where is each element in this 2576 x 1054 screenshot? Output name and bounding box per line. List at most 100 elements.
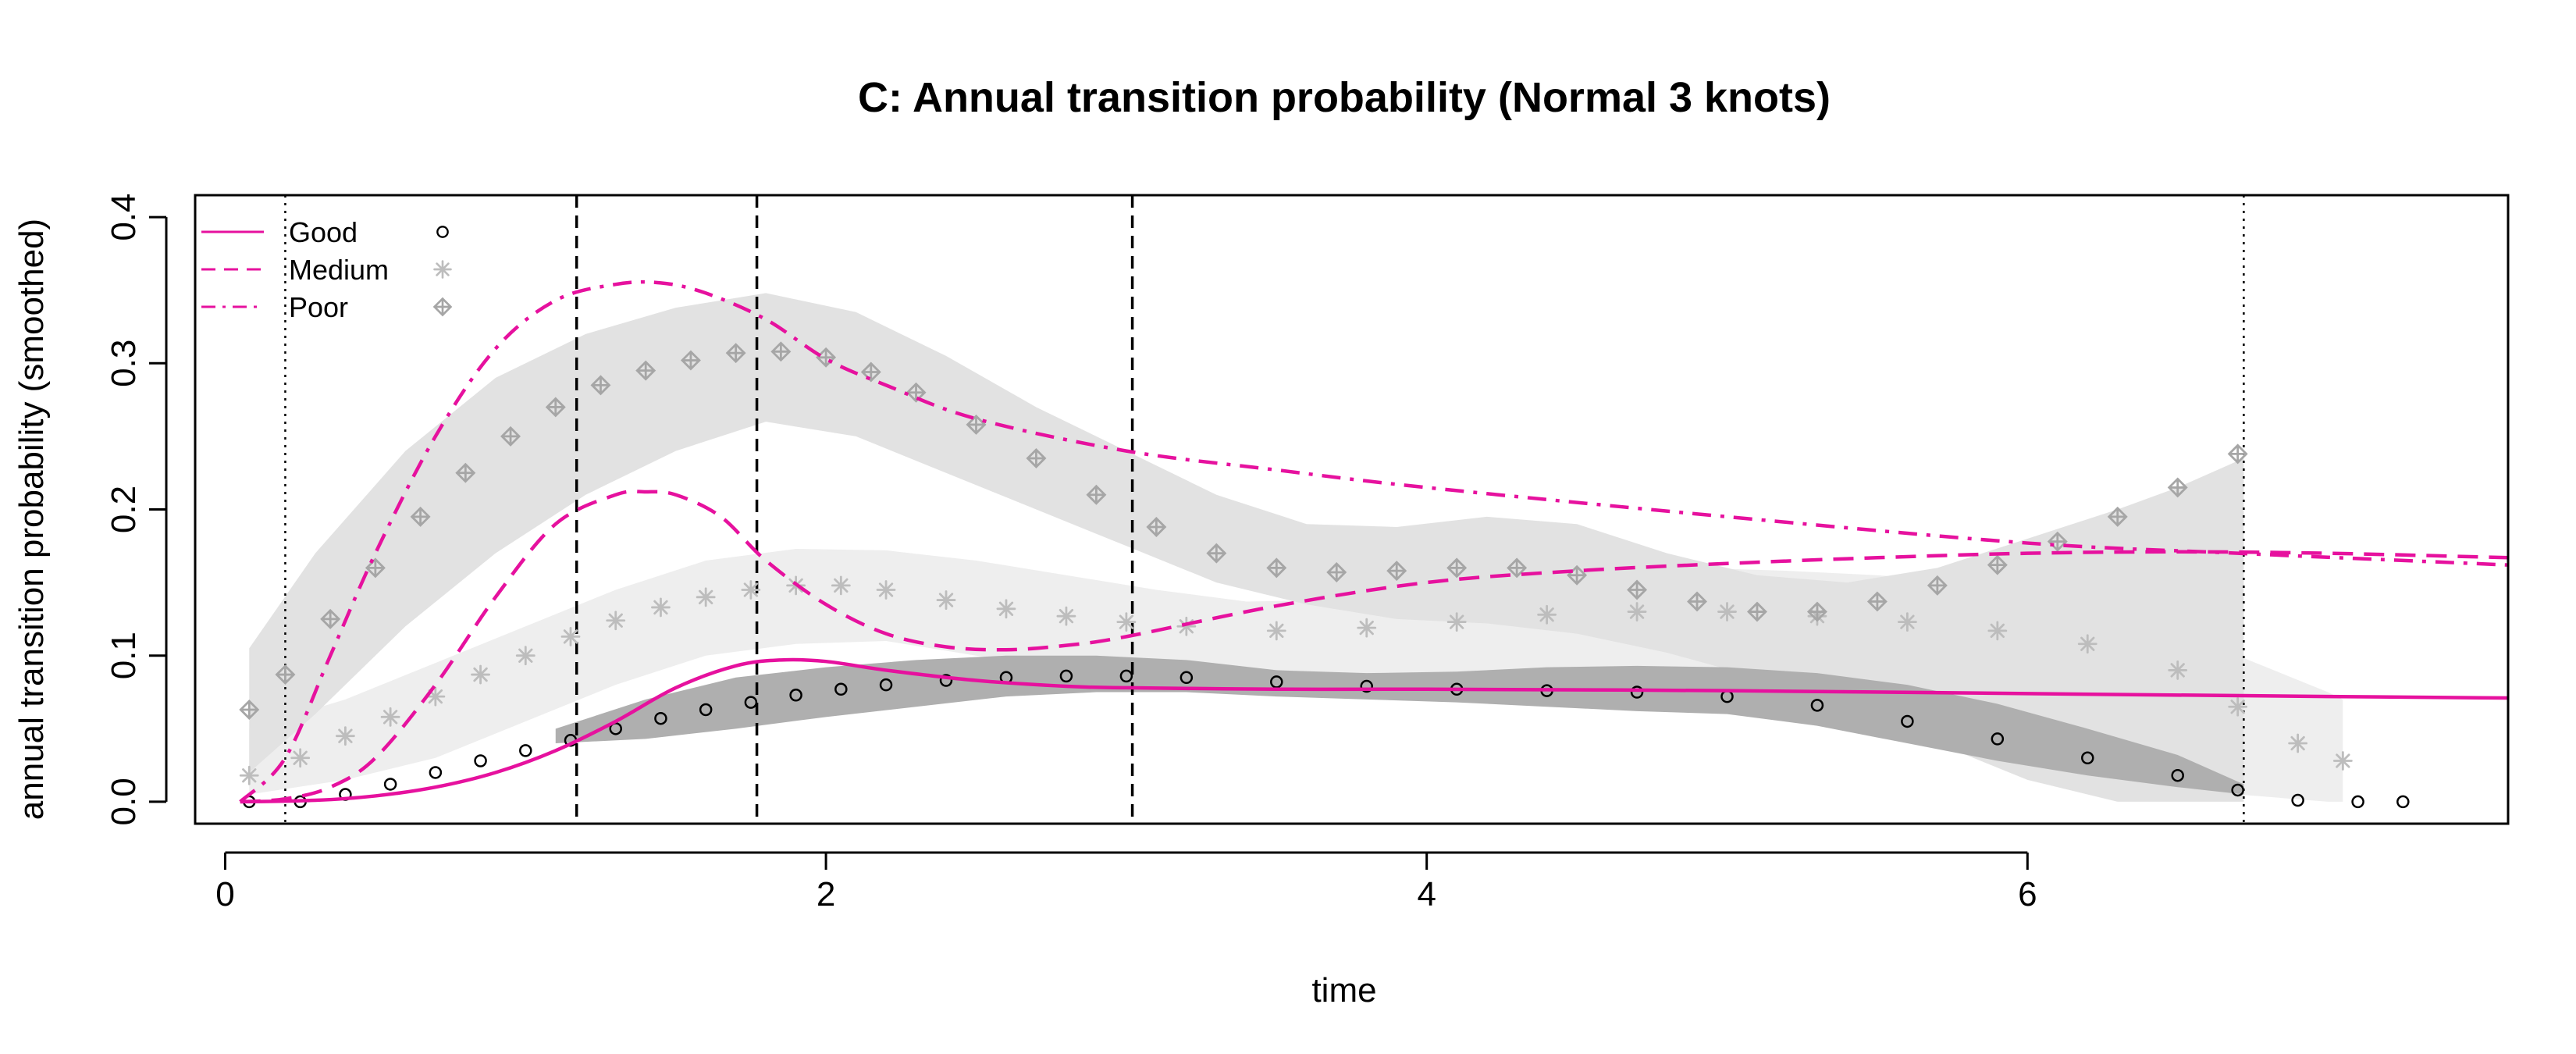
y-axis: 0.0 0.1 0.2 0.3 0.4 bbox=[105, 193, 168, 826]
observed-poor-point bbox=[1026, 447, 1047, 468]
observed-medium-point-stroke bbox=[338, 728, 353, 743]
observed-good-point bbox=[939, 674, 953, 687]
observed-poor-point bbox=[966, 414, 987, 435]
observed-poor-point bbox=[1806, 601, 1827, 622]
observed-medium-point bbox=[239, 765, 259, 785]
observed-poor-point bbox=[1266, 557, 1287, 579]
observed-medium-point-stroke bbox=[1720, 604, 1735, 619]
observed-medium-point bbox=[1537, 604, 1557, 625]
observed-medium-point-stroke bbox=[1450, 614, 1464, 629]
observed-good-point bbox=[2171, 768, 2184, 782]
observed-medium-point bbox=[831, 575, 851, 596]
observed-medium-point-stroke bbox=[2336, 753, 2350, 768]
band-poor bbox=[249, 293, 2244, 802]
observed-medium-point bbox=[1627, 602, 1647, 621]
observed-medium-point-stroke bbox=[878, 582, 894, 597]
legend-label-poor: Poor bbox=[289, 291, 348, 323]
observed-good-point bbox=[429, 766, 443, 779]
observed-poor-point bbox=[500, 426, 521, 447]
observed-medium-point-stroke bbox=[2290, 735, 2305, 751]
observed-good-point bbox=[2351, 795, 2364, 809]
observed-medium-point-stroke bbox=[2170, 663, 2185, 678]
y-tick-label: 0.4 bbox=[105, 193, 143, 240]
observed-poor-point bbox=[455, 462, 476, 483]
observed-medium-point bbox=[515, 646, 535, 666]
observed-good-point bbox=[2396, 795, 2410, 809]
observed-poor-point bbox=[860, 361, 881, 383]
observed-medium-point bbox=[606, 611, 626, 631]
observed-medium-point bbox=[1897, 612, 1917, 632]
observed-poor-point bbox=[635, 360, 656, 381]
observed-good-point bbox=[1119, 669, 1133, 683]
observed-poor-point bbox=[1146, 516, 1167, 537]
observed-medium-point bbox=[1116, 612, 1137, 632]
x-tick-label: 2 bbox=[817, 875, 835, 913]
observed-medium-point bbox=[876, 580, 896, 600]
observed-medium-point bbox=[741, 580, 761, 600]
observed-medium-point-stroke bbox=[563, 629, 578, 644]
observed-poor-point bbox=[1446, 557, 1468, 579]
observed-medium-point-stroke bbox=[1119, 614, 1134, 629]
observed-poor-point bbox=[1927, 575, 1948, 596]
observed-medium-point-stroke bbox=[1269, 623, 1284, 639]
observed-medium-point-stroke bbox=[1900, 614, 1915, 629]
x-axis-label: time bbox=[1311, 971, 1376, 1009]
observed-good-point bbox=[834, 682, 848, 696]
observed-poor-point bbox=[1086, 484, 1107, 505]
x-tick-label: 4 bbox=[1417, 875, 1436, 913]
observed-medium-point-stroke bbox=[2080, 636, 2095, 651]
y-tick-label: 0.3 bbox=[105, 340, 143, 387]
observed-poor-point bbox=[1206, 543, 1227, 564]
observed-medium-point-stroke bbox=[382, 710, 398, 725]
legend-marker-medium bbox=[433, 260, 452, 279]
y-tick-label: 0.0 bbox=[105, 778, 143, 825]
legend-marker-poor bbox=[432, 297, 453, 317]
observed-medium-point-stroke bbox=[743, 582, 759, 597]
observed-medium-point-stroke bbox=[608, 613, 623, 628]
confidence-bands bbox=[249, 293, 2343, 802]
observed-good-point bbox=[2291, 793, 2304, 807]
observed-good-point bbox=[519, 744, 532, 757]
observed-medium-point bbox=[290, 748, 311, 768]
observed-poor-point bbox=[1866, 591, 1888, 612]
observed-poor-point bbox=[2107, 506, 2128, 527]
observed-medium-point-stroke bbox=[834, 578, 849, 593]
observed-good-point bbox=[699, 703, 713, 717]
series-line-poor bbox=[239, 280, 2508, 803]
observed-medium-point bbox=[2077, 634, 2097, 654]
observed-medium-point bbox=[1266, 621, 1286, 641]
observed-good-point bbox=[1059, 669, 1073, 683]
x-axis: 0 2 4 6 bbox=[215, 851, 2037, 913]
observed-medium-point-stroke bbox=[1539, 607, 1554, 622]
observed-medium-point bbox=[1056, 606, 1076, 626]
observed-medium-point bbox=[1717, 602, 1737, 621]
observed-poor-point bbox=[1987, 554, 2008, 575]
observed-good-point bbox=[654, 711, 667, 725]
observed-good-point bbox=[879, 678, 893, 692]
observed-poor-point bbox=[680, 350, 701, 371]
observed-good-point bbox=[1630, 685, 1644, 699]
observed-good-point bbox=[1810, 699, 1824, 712]
observed-good-point bbox=[1901, 714, 1914, 728]
x-tick-label: 0 bbox=[215, 875, 234, 913]
observed-medium-point-stroke bbox=[473, 667, 488, 682]
observed-medium-point-stroke bbox=[518, 648, 533, 663]
observed-good-point bbox=[2081, 751, 2094, 765]
observed-medium-point-stroke bbox=[293, 750, 308, 765]
observed-poor-point bbox=[410, 506, 431, 527]
observed-medium-point bbox=[936, 590, 956, 610]
observed-medium-point bbox=[1987, 621, 2008, 641]
legend-marker-medium-stroke bbox=[436, 262, 450, 276]
observed-medium-point-stroke bbox=[998, 601, 1014, 616]
observed-poor-point bbox=[365, 557, 386, 579]
y-tick-label: 0.1 bbox=[105, 632, 143, 679]
reference-lines bbox=[284, 195, 2245, 824]
observed-good-point bbox=[1270, 675, 1283, 689]
observed-poor-point bbox=[239, 699, 260, 720]
observed-poor-point bbox=[545, 397, 566, 418]
legend-label-medium: Medium bbox=[289, 254, 389, 286]
observed-medium-point-stroke bbox=[428, 689, 443, 704]
observed-good-point bbox=[744, 696, 758, 709]
y-tick-label: 0.2 bbox=[105, 486, 143, 533]
